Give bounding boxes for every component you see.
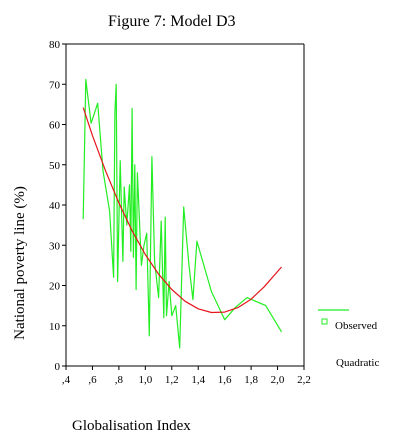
x-tick-label: 1,4: [191, 374, 205, 386]
series-line-quadratic: [82, 107, 282, 314]
x-tick-label: 1,8: [244, 374, 258, 386]
x-tick-label: 2,2: [297, 374, 311, 386]
y-tick-label: 40: [49, 200, 61, 212]
series-layer: [82, 78, 283, 349]
y-tick-label: 10: [49, 321, 61, 333]
series-line-observed: [82, 78, 283, 349]
y-axis-ticks: 0 10 20 30 40 50 60 70 80: [49, 39, 66, 373]
y-tick-label: 50: [49, 160, 61, 172]
x-axis-label: Globalisation Index: [72, 418, 191, 432]
x-axis-ticks: ,4 ,6 ,8 1,0 1,2 1,4 1,6 1,8 2,0 2,2: [62, 366, 311, 386]
legend-observed-marker: [321, 318, 328, 325]
y-tick-label: 20: [49, 281, 61, 293]
y-tick-label: 30: [49, 240, 61, 252]
x-tick-label: ,6: [88, 374, 97, 386]
legend-observed-label: Observed: [335, 320, 378, 332]
y-tick-label: 70: [49, 79, 61, 91]
legend: Observed Quadratic: [318, 309, 379, 369]
x-tick-label: 1,2: [165, 374, 179, 386]
y-axis-label: National poverty line (%): [12, 186, 28, 340]
x-tick-label: ,8: [115, 374, 124, 386]
chart-title: Figure 7: Model D3: [108, 13, 236, 30]
y-tick-label: 80: [49, 39, 61, 51]
plot-area: [65, 43, 305, 367]
legend-quadratic-label: Quadratic: [336, 357, 379, 369]
x-tick-label: 2,0: [271, 374, 285, 386]
y-tick-label: 0: [55, 361, 61, 373]
x-tick-label: 1,0: [138, 374, 152, 386]
y-tick-label: 60: [49, 120, 61, 132]
x-tick-label: ,4: [62, 374, 71, 386]
x-tick-label: 1,6: [218, 374, 232, 386]
